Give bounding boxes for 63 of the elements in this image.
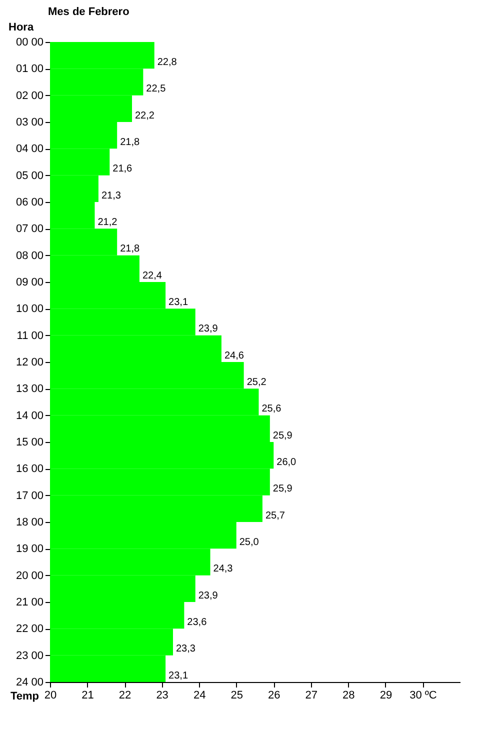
data-label: 23,1 (168, 297, 188, 308)
data-label: 22,8 (157, 57, 178, 68)
y-tick-label: 13 00 (16, 383, 44, 396)
y-tick-label: 14 00 (16, 410, 44, 422)
y-tick-label: 05 00 (16, 170, 44, 182)
x-tick-label: 28 (342, 690, 355, 702)
data-label: 25,9 (272, 484, 293, 495)
y-tick-label: 23 00 (16, 650, 44, 662)
y-tick-label: 18 00 (16, 516, 44, 528)
x-tick-label: 23 (156, 690, 168, 702)
y-tick-label: 02 00 (16, 90, 44, 102)
y-tick-label: 00 00 (16, 36, 44, 48)
y-tick-label: 01 00 (16, 63, 44, 76)
data-label: 21,8 (120, 244, 140, 255)
y-tick-label: 19 00 (16, 543, 44, 556)
data-label: 25,7 (265, 510, 286, 522)
y-tick-label: 16 00 (16, 463, 44, 476)
data-label: 22,2 (135, 110, 155, 122)
y-tick-label: 17 00 (16, 490, 44, 502)
data-label: 21,2 (98, 217, 118, 228)
x-axis-title: Temp (10, 690, 40, 702)
y-tick-label: 03 00 (16, 116, 44, 128)
y-tick-label: 04 00 (16, 143, 44, 156)
data-label: 21,6 (112, 164, 133, 175)
data-label: 25,2 (246, 377, 267, 388)
x-tick-label: 22 (118, 690, 132, 702)
data-label: 25,9 (272, 430, 293, 442)
y-tick-label: 21 00 (16, 596, 44, 608)
chart-title: Mes de Febrero (48, 6, 130, 18)
y-axis-title: Hora (8, 22, 34, 34)
data-label: 22,5 (146, 84, 166, 95)
data-label: 24,3 (213, 564, 234, 575)
data-label: 25,0 (239, 537, 260, 548)
y-tick-label: 22 00 (16, 623, 44, 636)
x-tick-label: 27 (305, 690, 318, 702)
y-tick-label: 15 00 (16, 436, 44, 448)
x-tick-label: 20 (44, 690, 57, 702)
data-label: 23,6 (187, 617, 208, 628)
data-label: 24,6 (224, 350, 244, 362)
data-label: 25,6 (262, 404, 282, 415)
x-tick-label: 21 (82, 690, 94, 702)
x-tick-label: 29 (380, 690, 392, 702)
x-tick-label: 25 (230, 690, 243, 702)
data-label: 21,8 (120, 137, 140, 148)
y-tick-label: 06 00 (16, 196, 44, 208)
y-tick-label: 20 00 (16, 570, 44, 582)
y-tick-label: 12 00 (16, 356, 44, 368)
data-label: 26,0 (276, 457, 297, 468)
data-label: 23,1 (168, 670, 188, 682)
data-label: 21,3 (101, 190, 122, 202)
y-tick-label: 07 00 (16, 223, 44, 236)
data-label: 22,4 (142, 270, 162, 282)
data-label: 23,9 (198, 590, 218, 602)
y-tick-label: 10 00 (16, 303, 44, 316)
y-tick-label: 11 00 (16, 330, 44, 342)
y-tick-label: 08 00 (16, 250, 44, 262)
x-tick-label: 24 (193, 690, 206, 702)
data-label: 23,9 (198, 324, 218, 335)
data-label: 23,3 (176, 644, 196, 655)
y-tick-label: 09 00 (16, 276, 44, 288)
x-tick-label: 26 (268, 690, 280, 702)
y-tick-label: 24 00 (16, 676, 44, 688)
x-tick-label: 30 ºC (410, 690, 437, 702)
